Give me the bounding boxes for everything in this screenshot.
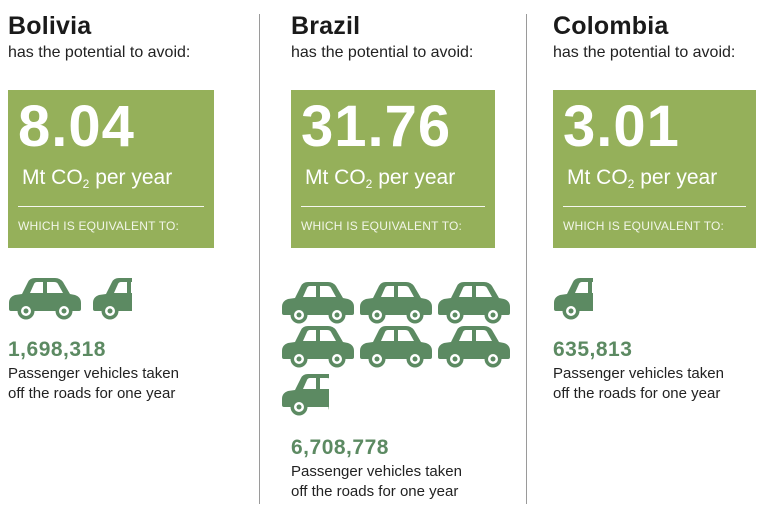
car-icon <box>437 280 511 324</box>
car-icon <box>437 324 511 368</box>
emissions-value: 8.04 <box>18 94 135 159</box>
box-divider <box>301 206 485 207</box>
box-divider <box>18 206 204 207</box>
subtitle: has the potential to avoid: <box>291 44 474 61</box>
box-divider <box>563 206 746 207</box>
column-divider <box>526 14 527 504</box>
car-icon <box>281 280 355 324</box>
vehicle-description: Passenger vehicles taken off the roads f… <box>291 463 462 500</box>
car-icon <box>281 372 329 416</box>
country-name: Colombia <box>553 12 669 40</box>
subtitle: has the potential to avoid: <box>553 44 736 61</box>
car-icon <box>281 324 355 368</box>
country-column-bolivia: Bolivia has the potential to avoid: 8.04… <box>8 0 248 512</box>
country-name: Brazil <box>291 12 361 40</box>
car-icon <box>553 276 593 320</box>
emissions-unit: Mt CO2 per year <box>22 166 173 191</box>
vehicle-description: Passenger vehicles taken off the roads f… <box>553 365 724 402</box>
country-column-brazil: Brazil has the potential to avoid: 31.76… <box>282 0 521 512</box>
emissions-box: 31.76 Mt CO2 per year WHICH IS EQUIVALEN… <box>291 90 495 248</box>
subtitle: has the potential to avoid: <box>8 44 191 61</box>
emissions-value: 31.76 <box>301 94 452 159</box>
emissions-box: 3.01 Mt CO2 per year WHICH IS EQUIVALENT… <box>553 90 756 248</box>
emissions-unit: Mt CO2 per year <box>305 166 456 191</box>
vehicle-count: 6,708,778 <box>291 436 389 459</box>
country-name: Bolivia <box>8 12 92 40</box>
vehicle-count: 635,813 <box>553 338 633 361</box>
vehicle-description: Passenger vehicles taken off the roads f… <box>8 365 179 402</box>
car-icon <box>8 276 82 320</box>
emissions-value: 3.01 <box>563 94 680 159</box>
equivalent-label: WHICH IS EQUIVALENT TO: <box>301 219 463 233</box>
equivalent-label: WHICH IS EQUIVALENT TO: <box>563 219 725 233</box>
emissions-unit: Mt CO2 per year <box>567 166 718 191</box>
emissions-box: 8.04 Mt CO2 per year WHICH IS EQUIVALENT… <box>8 90 214 248</box>
car-icon <box>359 324 433 368</box>
country-column-colombia: Colombia has the potential to avoid: 3.0… <box>553 0 763 512</box>
equivalent-label: WHICH IS EQUIVALENT TO: <box>18 219 180 233</box>
car-icon <box>92 276 132 320</box>
car-icon <box>359 280 433 324</box>
column-divider <box>259 14 260 504</box>
vehicle-count: 1,698,318 <box>8 338 106 361</box>
